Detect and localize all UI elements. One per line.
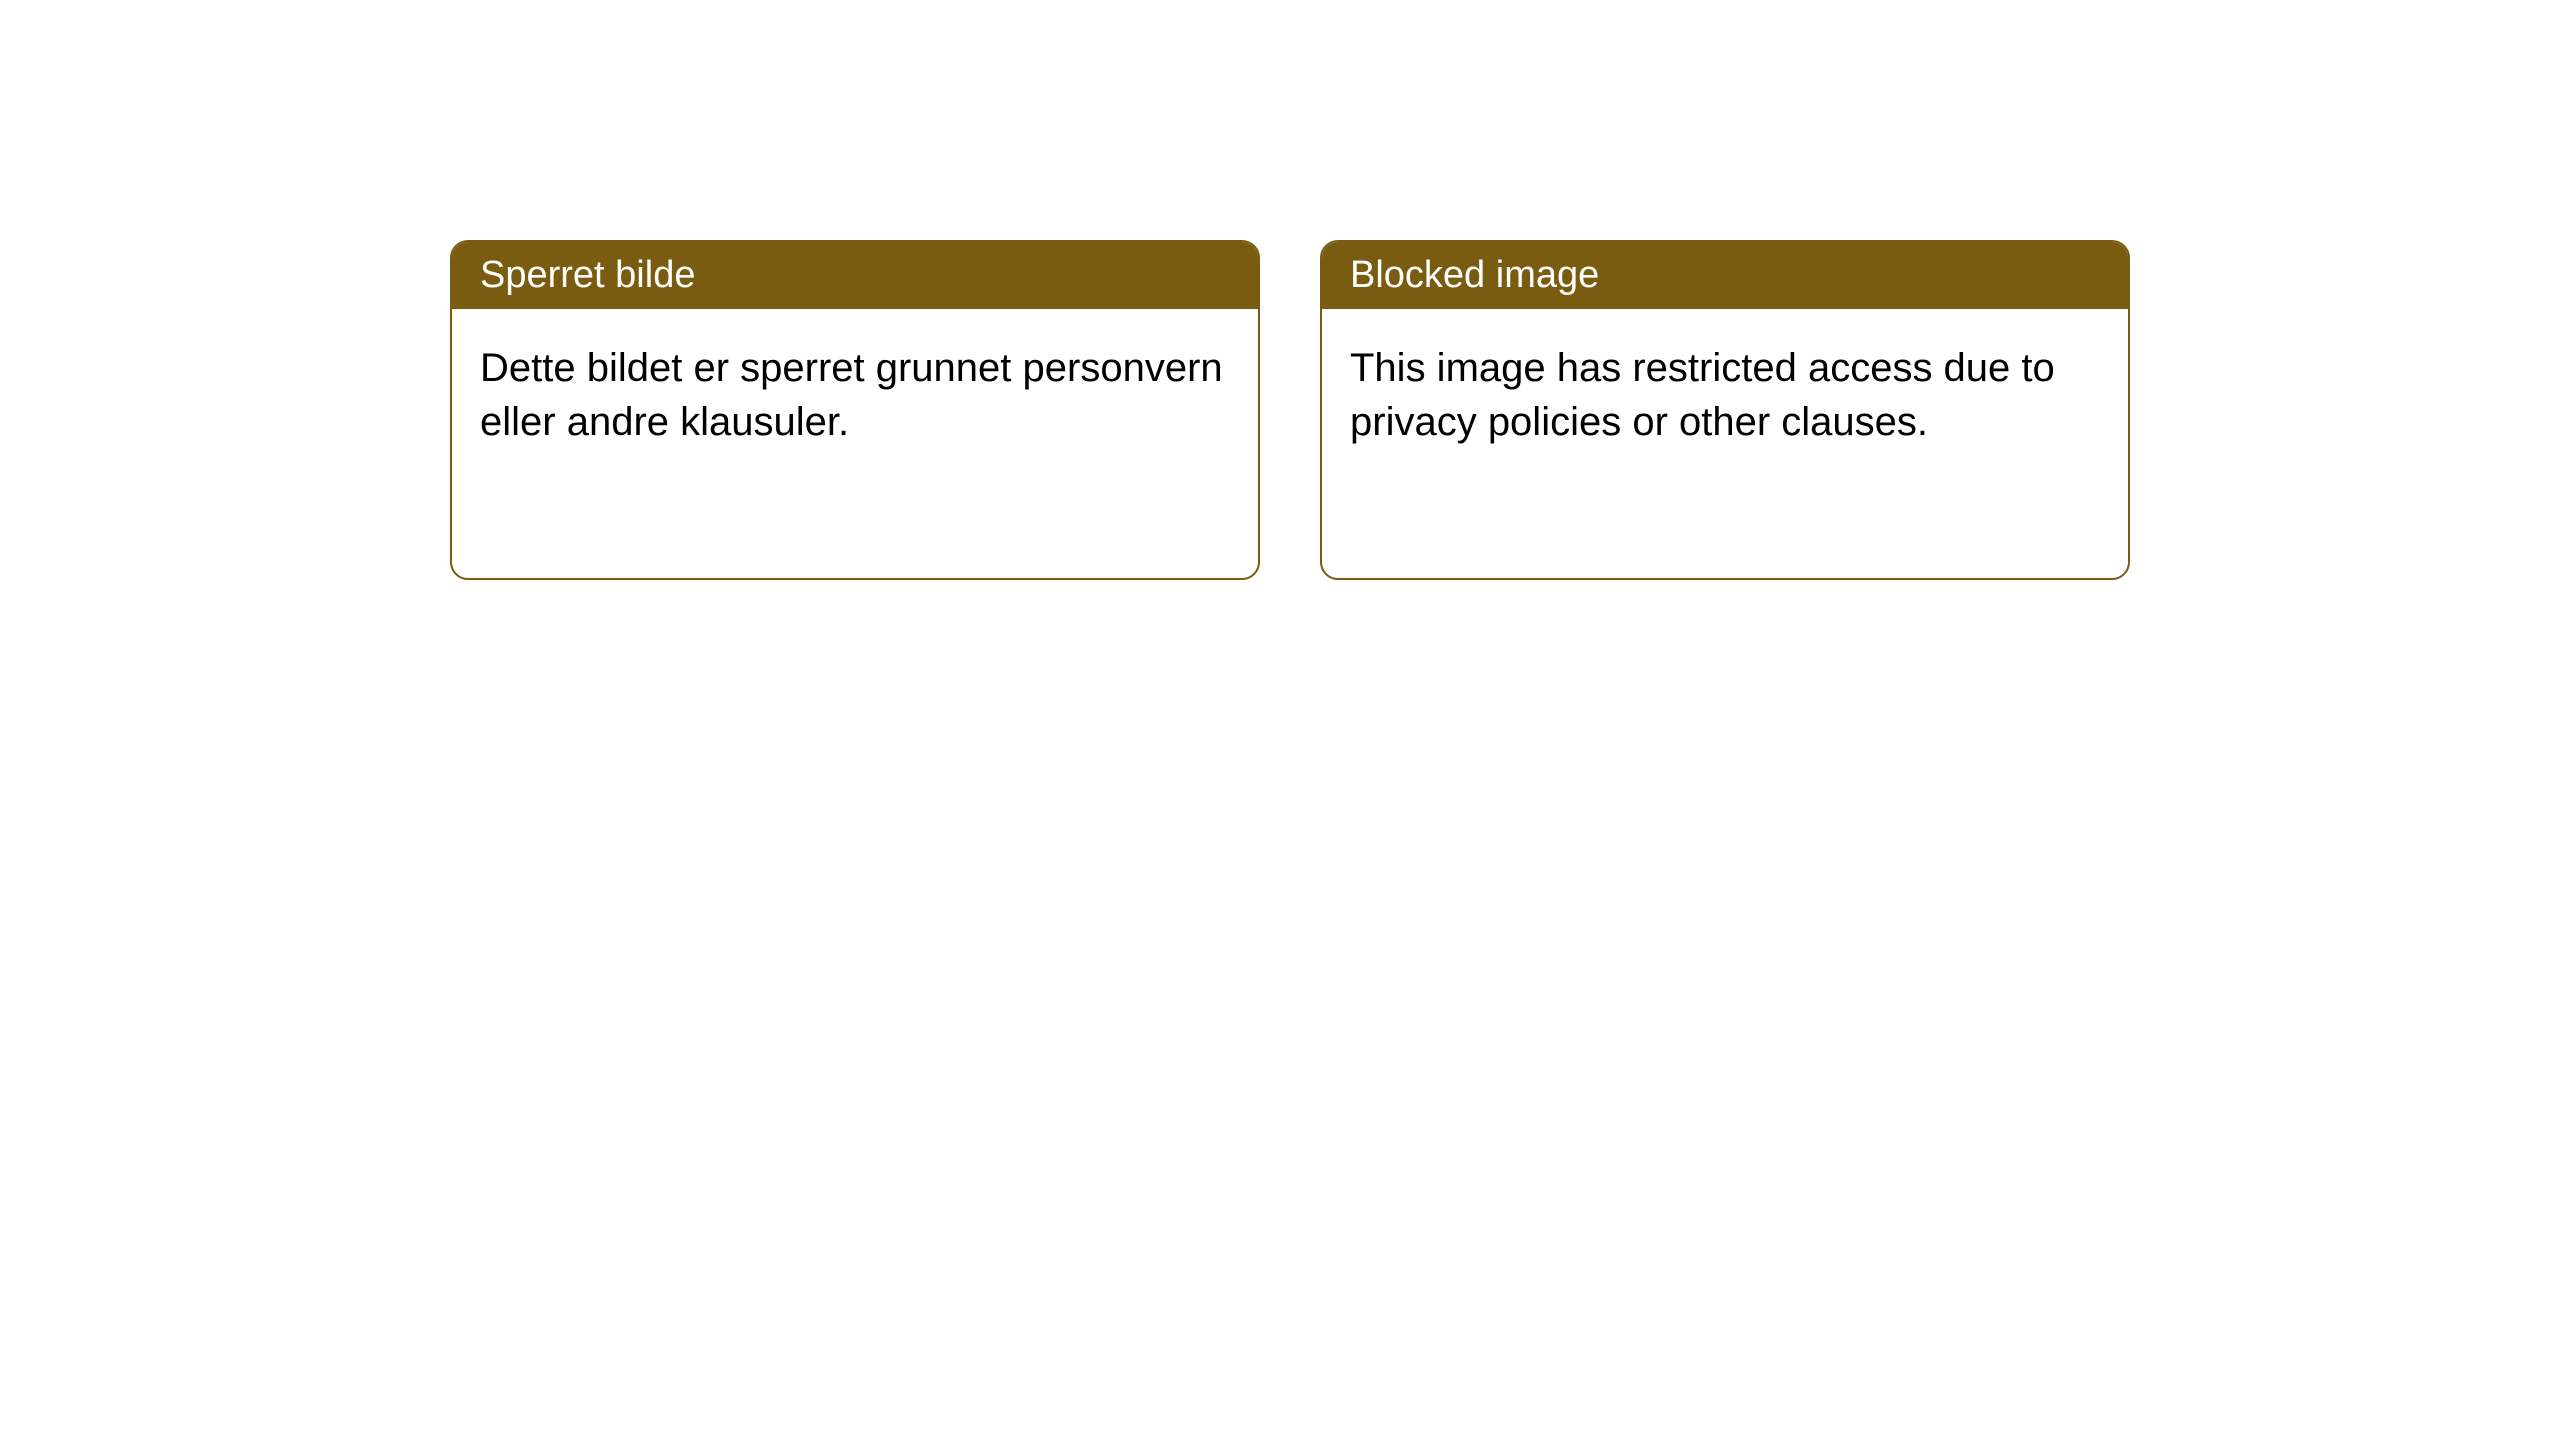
blocked-image-card-en: Blocked image This image has restricted … — [1320, 240, 2130, 580]
card-body: This image has restricted access due to … — [1322, 309, 2128, 481]
blocked-image-card-no: Sperret bilde Dette bildet er sperret gr… — [450, 240, 1260, 580]
card-title: Blocked image — [1350, 254, 1599, 296]
card-title: Sperret bilde — [480, 254, 695, 296]
card-message: This image has restricted access due to … — [1350, 346, 2055, 444]
card-body: Dette bildet er sperret grunnet personve… — [452, 309, 1258, 481]
card-message: Dette bildet er sperret grunnet personve… — [480, 346, 1223, 444]
cards-container: Sperret bilde Dette bildet er sperret gr… — [450, 240, 2130, 580]
card-header: Blocked image — [1322, 242, 2128, 309]
card-header: Sperret bilde — [452, 242, 1258, 309]
